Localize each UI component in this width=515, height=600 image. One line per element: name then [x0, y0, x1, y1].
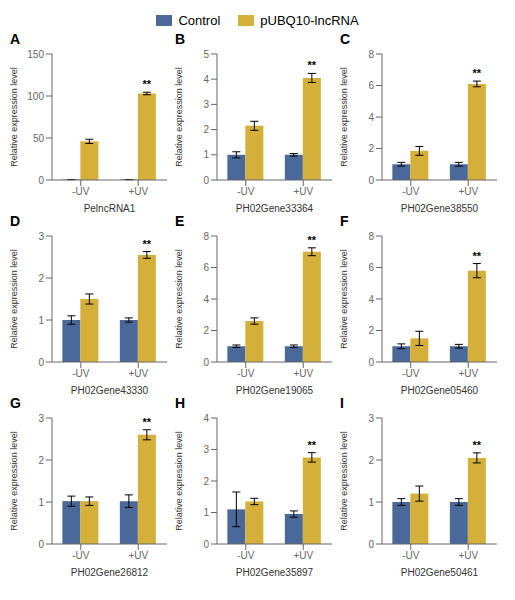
svg-text:**: **	[308, 234, 317, 246]
svg-text:1: 1	[38, 497, 44, 508]
svg-text:+UV: +UV	[458, 550, 478, 561]
svg-text:PH02Gene19065: PH02Gene19065	[236, 385, 314, 396]
svg-text:**: **	[473, 67, 482, 79]
svg-text:2: 2	[203, 476, 209, 487]
svg-text:4: 4	[203, 413, 209, 424]
svg-text:0: 0	[38, 175, 44, 186]
svg-text:6: 6	[368, 80, 374, 91]
svg-text:**: **	[143, 78, 152, 90]
html-text:B: B	[175, 31, 186, 47]
svg-text:-UV: -UV	[237, 186, 255, 197]
html-text:H: H	[175, 395, 186, 411]
html-text:I: I	[340, 395, 344, 411]
svg-text:PH02Gene35897: PH02Gene35897	[236, 567, 314, 578]
svg-text:Relative expression level: Relative expression level	[174, 249, 184, 349]
svg-text:+UV: +UV	[128, 550, 148, 561]
svg-text:6: 6	[368, 262, 374, 273]
svg-text:6: 6	[203, 262, 209, 273]
html-text:E: E	[175, 213, 185, 229]
svg-text:2: 2	[368, 143, 374, 154]
svg-text:-UV: -UV	[237, 550, 255, 561]
html-text:C: C	[340, 31, 351, 47]
svg-text:0: 0	[368, 539, 374, 550]
svg-text:100: 100	[27, 91, 44, 102]
svg-text:Relative expression level: Relative expression level	[9, 67, 19, 167]
svg-text:-UV: -UV	[402, 186, 420, 197]
svg-text:2: 2	[38, 273, 44, 284]
svg-text:2: 2	[203, 124, 209, 135]
html-text:pUBQ10-lncRNA: pUBQ10-lncRNA	[260, 12, 359, 28]
svg-text:4: 4	[203, 74, 209, 85]
svg-text:PH02Gene50461: PH02Gene50461	[401, 567, 479, 578]
svg-text:+UV: +UV	[458, 368, 478, 379]
svg-text:+UV: +UV	[128, 186, 148, 197]
html-text:D: D	[10, 213, 21, 229]
svg-text:2: 2	[368, 325, 374, 336]
svg-text:+UV: +UV	[293, 368, 313, 379]
svg-text:+UV: +UV	[128, 368, 148, 379]
svg-text:3: 3	[368, 413, 374, 424]
svg-text:0: 0	[203, 357, 209, 368]
svg-text:-UV: -UV	[72, 186, 90, 197]
svg-text:1: 1	[203, 507, 209, 518]
svg-text:4: 4	[203, 294, 209, 305]
svg-text:1: 1	[203, 149, 209, 160]
svg-text:**: **	[473, 250, 482, 262]
svg-text:PelncRNA1: PelncRNA1	[84, 203, 136, 214]
svg-text:1: 1	[38, 315, 44, 326]
svg-text:0: 0	[38, 357, 44, 368]
svg-text:**: **	[143, 238, 152, 250]
svg-text:Relative expression level: Relative expression level	[339, 67, 349, 167]
svg-text:**: **	[473, 439, 482, 451]
svg-text:5: 5	[203, 49, 209, 60]
html-text:G: G	[10, 395, 21, 411]
svg-text:**: **	[143, 416, 152, 428]
html-text:Control: Control	[178, 12, 221, 28]
svg-text:Relative expression level: Relative expression level	[9, 431, 19, 531]
svg-text:-UV: -UV	[402, 368, 420, 379]
svg-text:0: 0	[203, 539, 209, 550]
svg-text:150: 150	[27, 49, 44, 60]
svg-text:PH02Gene05460: PH02Gene05460	[401, 385, 479, 396]
svg-text:3: 3	[38, 231, 44, 242]
svg-text:+UV: +UV	[293, 186, 313, 197]
svg-text:3: 3	[203, 444, 209, 455]
svg-text:+UV: +UV	[458, 186, 478, 197]
svg-text:3: 3	[203, 99, 209, 110]
svg-text:Relative expression level: Relative expression level	[174, 67, 184, 167]
svg-text:Relative expression level: Relative expression level	[9, 249, 19, 349]
svg-text:4: 4	[368, 294, 374, 305]
svg-text:Relative expression level: Relative expression level	[339, 249, 349, 349]
svg-text:4: 4	[368, 112, 374, 123]
svg-text:8: 8	[203, 231, 209, 242]
svg-text:Relative expression level: Relative expression level	[339, 431, 349, 531]
svg-text:2: 2	[368, 455, 374, 466]
svg-text:-UV: -UV	[402, 550, 420, 561]
svg-text:PH02Gene26812: PH02Gene26812	[71, 567, 149, 578]
html-text:A: A	[10, 31, 21, 47]
svg-text:8: 8	[368, 49, 374, 60]
svg-text:0: 0	[368, 175, 374, 186]
svg-text:PH02Gene43330: PH02Gene43330	[71, 385, 149, 396]
svg-text:PH02Gene33364: PH02Gene33364	[236, 203, 314, 214]
svg-text:**: **	[308, 439, 317, 451]
svg-text:50: 50	[33, 133, 45, 144]
svg-text:3: 3	[38, 413, 44, 424]
svg-text:0: 0	[38, 539, 44, 550]
svg-text:Relative expression level: Relative expression level	[174, 431, 184, 531]
svg-text:0: 0	[203, 175, 209, 186]
svg-text:-UV: -UV	[237, 368, 255, 379]
svg-text:2: 2	[38, 455, 44, 466]
svg-text:+UV: +UV	[293, 550, 313, 561]
svg-text:PH02Gene38550: PH02Gene38550	[401, 203, 479, 214]
svg-text:2: 2	[203, 325, 209, 336]
svg-text:-UV: -UV	[72, 368, 90, 379]
svg-text:**: **	[308, 59, 317, 71]
svg-text:1: 1	[368, 497, 374, 508]
svg-text:8: 8	[368, 231, 374, 242]
svg-text:0: 0	[368, 357, 374, 368]
html-text:F: F	[340, 213, 349, 229]
svg-text:-UV: -UV	[72, 550, 90, 561]
